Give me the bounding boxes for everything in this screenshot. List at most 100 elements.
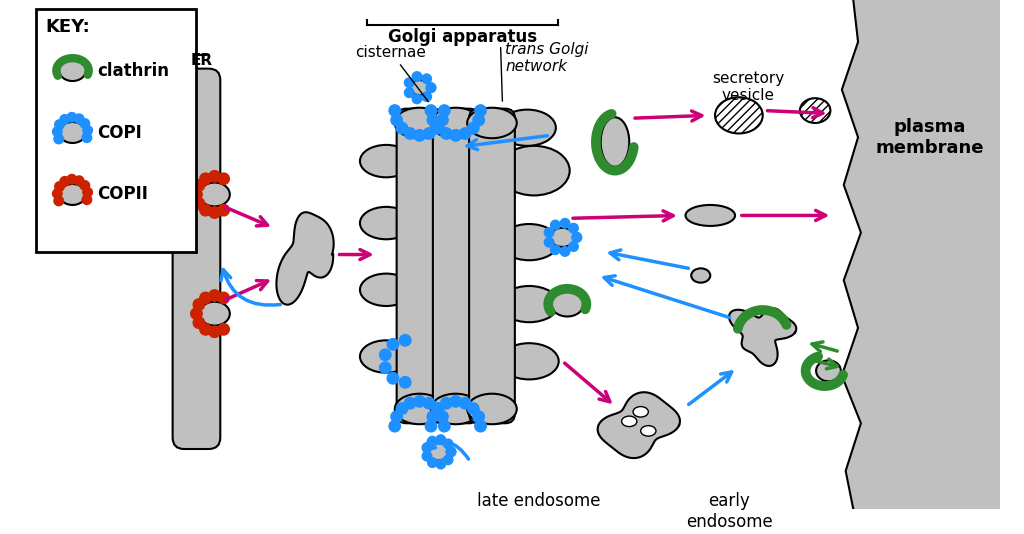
Circle shape: [440, 397, 452, 409]
Circle shape: [436, 435, 445, 444]
Circle shape: [475, 105, 486, 116]
Text: plasma
membrane: plasma membrane: [876, 118, 984, 156]
Circle shape: [422, 451, 432, 461]
Circle shape: [54, 120, 65, 129]
Circle shape: [200, 292, 211, 304]
Circle shape: [551, 220, 560, 230]
Circle shape: [427, 114, 438, 126]
Circle shape: [425, 105, 436, 116]
Circle shape: [431, 403, 442, 414]
Circle shape: [423, 128, 435, 139]
Ellipse shape: [691, 269, 711, 282]
Circle shape: [389, 420, 400, 432]
Circle shape: [432, 122, 444, 134]
Circle shape: [399, 335, 411, 346]
FancyBboxPatch shape: [396, 109, 442, 423]
Circle shape: [428, 458, 437, 467]
Ellipse shape: [360, 207, 413, 239]
Circle shape: [396, 403, 408, 414]
Circle shape: [82, 195, 91, 205]
Ellipse shape: [394, 394, 444, 424]
Circle shape: [194, 198, 205, 209]
Circle shape: [431, 122, 442, 134]
Circle shape: [391, 114, 402, 126]
Circle shape: [545, 227, 554, 237]
Circle shape: [75, 176, 84, 185]
Ellipse shape: [641, 426, 656, 436]
Ellipse shape: [685, 205, 735, 226]
Circle shape: [422, 443, 432, 452]
Polygon shape: [842, 0, 1000, 509]
Text: secretory
vesicle: secretory vesicle: [713, 70, 784, 103]
Polygon shape: [729, 308, 797, 366]
Circle shape: [60, 115, 70, 124]
Circle shape: [190, 308, 202, 319]
Ellipse shape: [550, 228, 574, 247]
FancyBboxPatch shape: [36, 9, 197, 252]
FancyBboxPatch shape: [469, 109, 515, 423]
Circle shape: [413, 94, 422, 104]
Text: COPII: COPII: [97, 185, 148, 203]
Text: KEY:: KEY:: [46, 18, 90, 36]
Text: clathrin: clathrin: [97, 61, 169, 80]
Circle shape: [572, 233, 582, 242]
Ellipse shape: [500, 286, 559, 322]
Circle shape: [80, 119, 89, 128]
Text: trans Golgi
network: trans Golgi network: [505, 42, 589, 74]
Circle shape: [422, 92, 431, 101]
Circle shape: [568, 223, 579, 233]
Circle shape: [75, 114, 84, 123]
Circle shape: [414, 130, 425, 141]
Circle shape: [194, 317, 205, 328]
Circle shape: [473, 411, 484, 422]
Circle shape: [450, 396, 462, 407]
Circle shape: [389, 105, 400, 116]
Ellipse shape: [431, 108, 480, 138]
Ellipse shape: [394, 108, 444, 138]
Ellipse shape: [551, 292, 584, 317]
Ellipse shape: [428, 443, 450, 460]
Circle shape: [380, 349, 391, 360]
FancyBboxPatch shape: [433, 109, 478, 423]
Ellipse shape: [622, 416, 637, 427]
Circle shape: [443, 439, 453, 449]
Ellipse shape: [59, 184, 86, 205]
Ellipse shape: [467, 394, 517, 424]
Circle shape: [545, 238, 554, 247]
Ellipse shape: [200, 302, 229, 326]
Circle shape: [380, 362, 391, 373]
Circle shape: [391, 411, 402, 422]
Circle shape: [438, 105, 450, 116]
Ellipse shape: [410, 80, 429, 96]
Circle shape: [218, 205, 229, 216]
Circle shape: [427, 411, 438, 422]
Circle shape: [413, 72, 422, 81]
Circle shape: [218, 292, 229, 304]
Circle shape: [190, 189, 202, 200]
Circle shape: [52, 127, 62, 137]
Ellipse shape: [59, 122, 86, 143]
Ellipse shape: [360, 273, 413, 306]
Ellipse shape: [467, 108, 517, 138]
FancyBboxPatch shape: [173, 69, 220, 449]
Polygon shape: [276, 212, 334, 304]
Circle shape: [450, 130, 462, 141]
Circle shape: [426, 83, 436, 92]
Text: COPI: COPI: [97, 123, 142, 142]
Circle shape: [443, 455, 453, 465]
Ellipse shape: [500, 224, 559, 260]
Circle shape: [425, 420, 436, 432]
Ellipse shape: [800, 98, 830, 123]
Circle shape: [80, 180, 89, 190]
Text: late endosome: late endosome: [477, 492, 600, 510]
Circle shape: [218, 324, 229, 335]
Circle shape: [423, 397, 435, 409]
Circle shape: [568, 242, 579, 252]
Circle shape: [572, 233, 582, 242]
Circle shape: [396, 122, 408, 134]
Circle shape: [446, 447, 456, 457]
Circle shape: [209, 171, 220, 182]
Ellipse shape: [499, 146, 569, 195]
Circle shape: [460, 128, 471, 139]
Circle shape: [460, 397, 471, 409]
